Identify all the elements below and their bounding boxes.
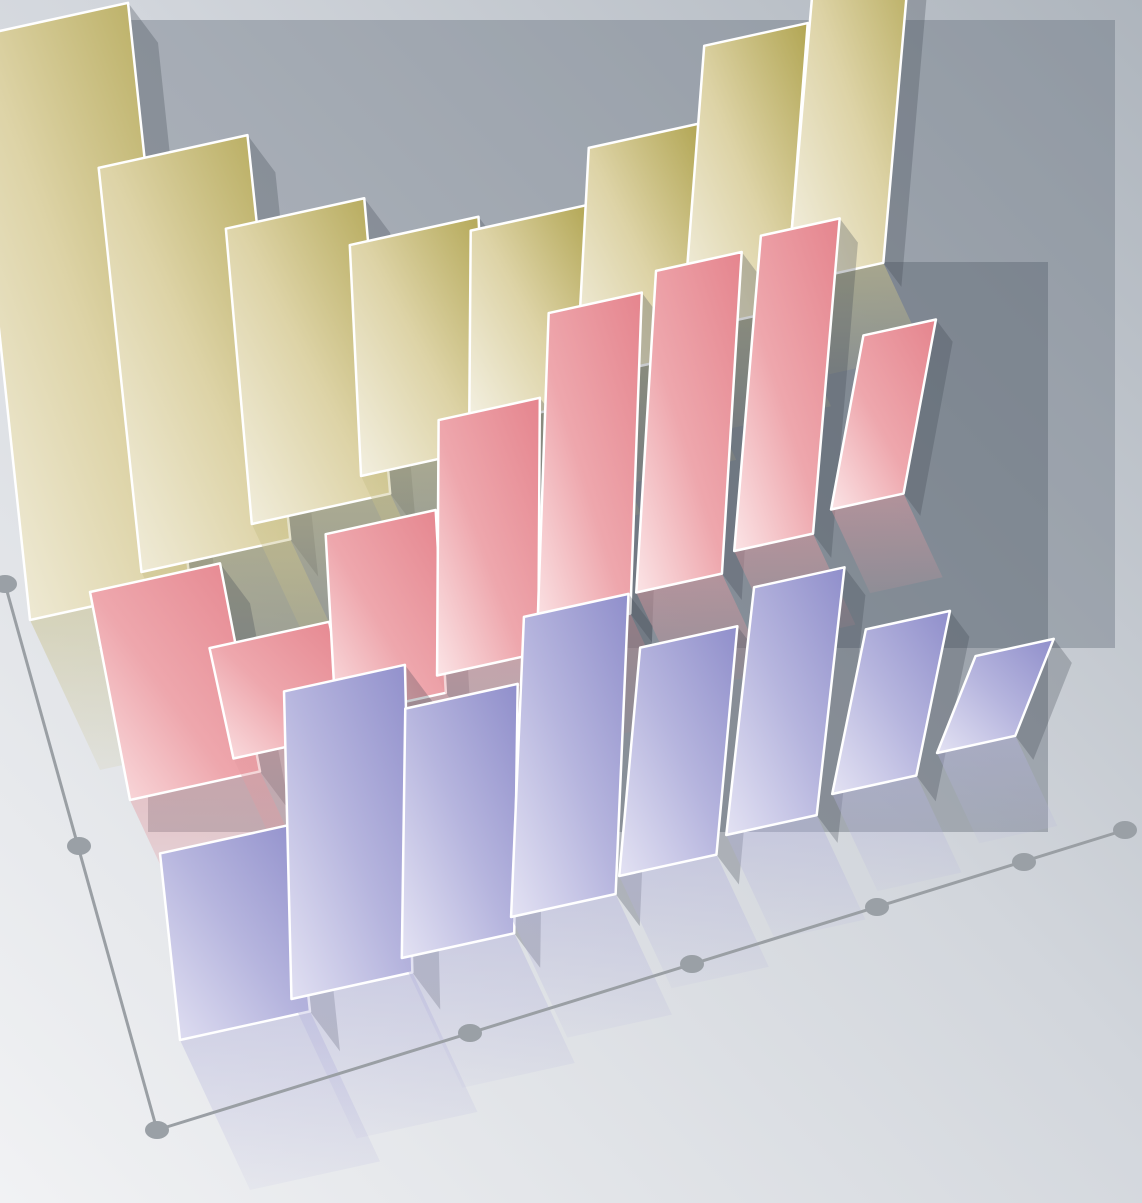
bar (402, 684, 518, 958)
axis-node-marker (680, 955, 704, 973)
bar (511, 594, 628, 917)
axis-node-marker (865, 898, 889, 916)
axis-node-marker (1113, 821, 1137, 839)
axis-node-marker (67, 837, 91, 855)
bar (537, 293, 642, 634)
axis-node-marker (145, 1121, 169, 1139)
bar (284, 665, 412, 999)
axis-node-marker (458, 1024, 482, 1042)
axis-node-marker (1012, 853, 1036, 871)
